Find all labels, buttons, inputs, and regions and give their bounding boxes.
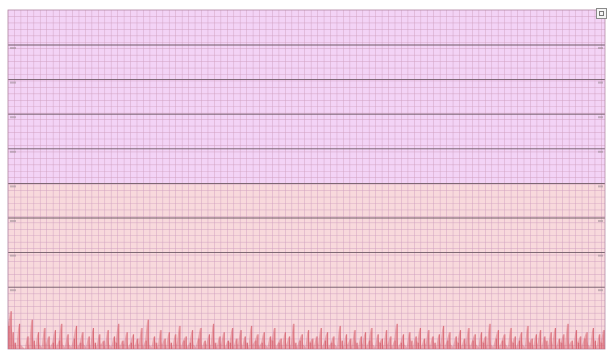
signal-trace (8, 311, 605, 349)
upper-zone (8, 10, 605, 183)
maximize-icon (599, 11, 604, 16)
left-tick-mark (10, 254, 16, 257)
left-tick-mark (10, 289, 16, 292)
left-tick-mark (10, 220, 16, 222)
left-tick-mark (10, 185, 16, 188)
left-tick-mark (10, 150, 16, 153)
right-tick-mark (598, 254, 603, 257)
left-tick-mark (10, 81, 16, 84)
major-grid (7, 9, 606, 350)
maximize-button[interactable] (596, 8, 607, 19)
background-bands (8, 10, 605, 349)
right-tick-mark (598, 81, 603, 84)
right-tick-mark (598, 289, 603, 292)
plot-frame (7, 9, 606, 350)
minor-grid (7, 9, 605, 349)
right-tick-mark (598, 185, 603, 188)
lower-zone (8, 183, 605, 349)
right-tick-mark (598, 220, 603, 222)
axis-ticks (10, 47, 603, 292)
right-tick-mark (598, 150, 603, 153)
left-tick-mark (10, 116, 16, 119)
right-tick-mark (598, 116, 603, 119)
left-tick-mark (10, 47, 16, 49)
right-tick-mark (598, 47, 603, 49)
